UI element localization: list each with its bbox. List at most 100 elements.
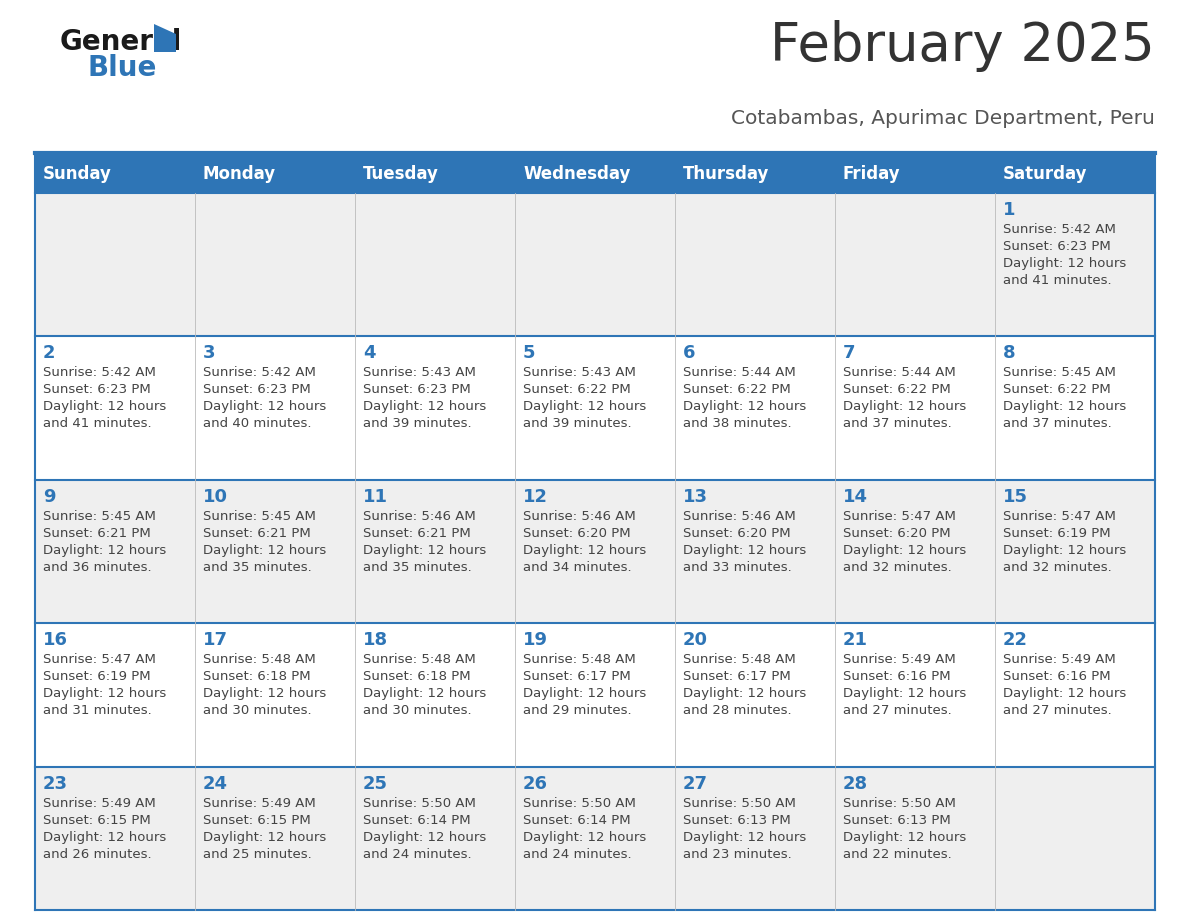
Text: Sunrise: 5:49 AM: Sunrise: 5:49 AM <box>203 797 316 810</box>
Text: 24: 24 <box>203 775 228 792</box>
Text: Sunrise: 5:48 AM: Sunrise: 5:48 AM <box>364 654 475 666</box>
Bar <box>675 767 835 910</box>
Text: Daylight: 12 hours: Daylight: 12 hours <box>843 543 966 557</box>
Text: 9: 9 <box>43 487 56 506</box>
Text: Sunset: 6:18 PM: Sunset: 6:18 PM <box>364 670 470 683</box>
Text: Sunrise: 5:48 AM: Sunrise: 5:48 AM <box>523 654 636 666</box>
Text: Daylight: 12 hours: Daylight: 12 hours <box>843 400 966 413</box>
Bar <box>34 193 195 336</box>
Bar <box>355 193 516 336</box>
Bar <box>835 193 996 336</box>
Text: Daylight: 12 hours: Daylight: 12 hours <box>43 688 166 700</box>
Text: 21: 21 <box>843 632 868 649</box>
Bar <box>195 623 355 767</box>
Text: 25: 25 <box>364 775 388 792</box>
Bar <box>195 336 355 480</box>
Text: Sunset: 6:21 PM: Sunset: 6:21 PM <box>43 527 151 540</box>
Bar <box>355 336 516 480</box>
Text: 16: 16 <box>43 632 68 649</box>
Text: Friday: Friday <box>843 165 901 183</box>
Text: Sunset: 6:16 PM: Sunset: 6:16 PM <box>1003 670 1111 683</box>
Text: Sunrise: 5:47 AM: Sunrise: 5:47 AM <box>43 654 156 666</box>
Text: Sunrise: 5:42 AM: Sunrise: 5:42 AM <box>203 366 316 379</box>
Text: Sunrise: 5:49 AM: Sunrise: 5:49 AM <box>843 654 956 666</box>
Text: Sunset: 6:22 PM: Sunset: 6:22 PM <box>523 384 631 397</box>
Bar <box>996 767 1155 910</box>
Text: Sunset: 6:22 PM: Sunset: 6:22 PM <box>683 384 791 397</box>
Text: and 26 minutes.: and 26 minutes. <box>43 847 152 860</box>
Text: Cotabambas, Apurimac Department, Peru: Cotabambas, Apurimac Department, Peru <box>731 109 1155 128</box>
Text: Sunrise: 5:44 AM: Sunrise: 5:44 AM <box>683 366 796 379</box>
Text: Sunrise: 5:42 AM: Sunrise: 5:42 AM <box>43 366 156 379</box>
Text: Daylight: 12 hours: Daylight: 12 hours <box>364 400 486 413</box>
Bar <box>355 623 516 767</box>
Text: Sunset: 6:17 PM: Sunset: 6:17 PM <box>523 670 631 683</box>
Text: and 22 minutes.: and 22 minutes. <box>843 847 952 860</box>
Bar <box>516 193 675 336</box>
Text: and 27 minutes.: and 27 minutes. <box>1003 704 1112 717</box>
Text: and 28 minutes.: and 28 minutes. <box>683 704 791 717</box>
Bar <box>675 480 835 623</box>
Text: February 2025: February 2025 <box>770 20 1155 72</box>
Text: Daylight: 12 hours: Daylight: 12 hours <box>203 688 327 700</box>
Text: Daylight: 12 hours: Daylight: 12 hours <box>203 400 327 413</box>
Bar <box>34 336 195 480</box>
Text: 15: 15 <box>1003 487 1028 506</box>
Text: Daylight: 12 hours: Daylight: 12 hours <box>203 543 327 557</box>
Text: Sunset: 6:13 PM: Sunset: 6:13 PM <box>683 813 791 826</box>
Bar <box>996 336 1155 480</box>
Text: Sunset: 6:16 PM: Sunset: 6:16 PM <box>843 670 950 683</box>
Text: Daylight: 12 hours: Daylight: 12 hours <box>523 400 646 413</box>
Text: 28: 28 <box>843 775 868 792</box>
Text: and 30 minutes.: and 30 minutes. <box>364 704 472 717</box>
Text: Sunset: 6:14 PM: Sunset: 6:14 PM <box>364 813 470 826</box>
Text: and 41 minutes.: and 41 minutes. <box>1003 274 1112 287</box>
Bar <box>675 193 835 336</box>
Bar <box>195 155 355 193</box>
Text: Daylight: 12 hours: Daylight: 12 hours <box>43 400 166 413</box>
Text: and 37 minutes.: and 37 minutes. <box>843 418 952 431</box>
Text: 4: 4 <box>364 344 375 363</box>
Text: Daylight: 12 hours: Daylight: 12 hours <box>523 543 646 557</box>
Text: Sunrise: 5:50 AM: Sunrise: 5:50 AM <box>843 797 956 810</box>
Bar <box>516 623 675 767</box>
Text: Daylight: 12 hours: Daylight: 12 hours <box>843 831 966 844</box>
Bar <box>195 767 355 910</box>
Bar <box>675 623 835 767</box>
Text: Sunset: 6:18 PM: Sunset: 6:18 PM <box>203 670 310 683</box>
Bar <box>996 193 1155 336</box>
Text: and 39 minutes.: and 39 minutes. <box>523 418 632 431</box>
Text: Sunrise: 5:43 AM: Sunrise: 5:43 AM <box>523 366 636 379</box>
Bar <box>516 336 675 480</box>
Text: Sunrise: 5:47 AM: Sunrise: 5:47 AM <box>843 509 956 522</box>
Text: Sunset: 6:21 PM: Sunset: 6:21 PM <box>203 527 311 540</box>
Text: Daylight: 12 hours: Daylight: 12 hours <box>1003 543 1126 557</box>
Bar <box>835 623 996 767</box>
Text: Sunrise: 5:46 AM: Sunrise: 5:46 AM <box>683 509 796 522</box>
Text: Daylight: 12 hours: Daylight: 12 hours <box>683 543 807 557</box>
Text: Tuesday: Tuesday <box>364 165 438 183</box>
Text: and 36 minutes.: and 36 minutes. <box>43 561 152 574</box>
Text: 6: 6 <box>683 344 695 363</box>
Text: Sunset: 6:17 PM: Sunset: 6:17 PM <box>683 670 791 683</box>
Bar <box>835 767 996 910</box>
Text: Daylight: 12 hours: Daylight: 12 hours <box>203 831 327 844</box>
Text: Sunrise: 5:50 AM: Sunrise: 5:50 AM <box>683 797 796 810</box>
Text: and 23 minutes.: and 23 minutes. <box>683 847 791 860</box>
Text: 11: 11 <box>364 487 388 506</box>
Text: Daylight: 12 hours: Daylight: 12 hours <box>1003 688 1126 700</box>
Text: Sunset: 6:22 PM: Sunset: 6:22 PM <box>843 384 950 397</box>
Bar <box>355 480 516 623</box>
Text: and 33 minutes.: and 33 minutes. <box>683 561 791 574</box>
Text: Daylight: 12 hours: Daylight: 12 hours <box>43 831 166 844</box>
Polygon shape <box>154 24 176 52</box>
Text: Sunrise: 5:50 AM: Sunrise: 5:50 AM <box>523 797 636 810</box>
Text: and 35 minutes.: and 35 minutes. <box>364 561 472 574</box>
Text: 1: 1 <box>1003 201 1016 219</box>
Text: 13: 13 <box>683 487 708 506</box>
Text: Daylight: 12 hours: Daylight: 12 hours <box>1003 257 1126 270</box>
Text: Sunset: 6:20 PM: Sunset: 6:20 PM <box>683 527 791 540</box>
Text: Sunrise: 5:48 AM: Sunrise: 5:48 AM <box>683 654 796 666</box>
Text: 26: 26 <box>523 775 548 792</box>
Text: Sunset: 6:21 PM: Sunset: 6:21 PM <box>364 527 470 540</box>
